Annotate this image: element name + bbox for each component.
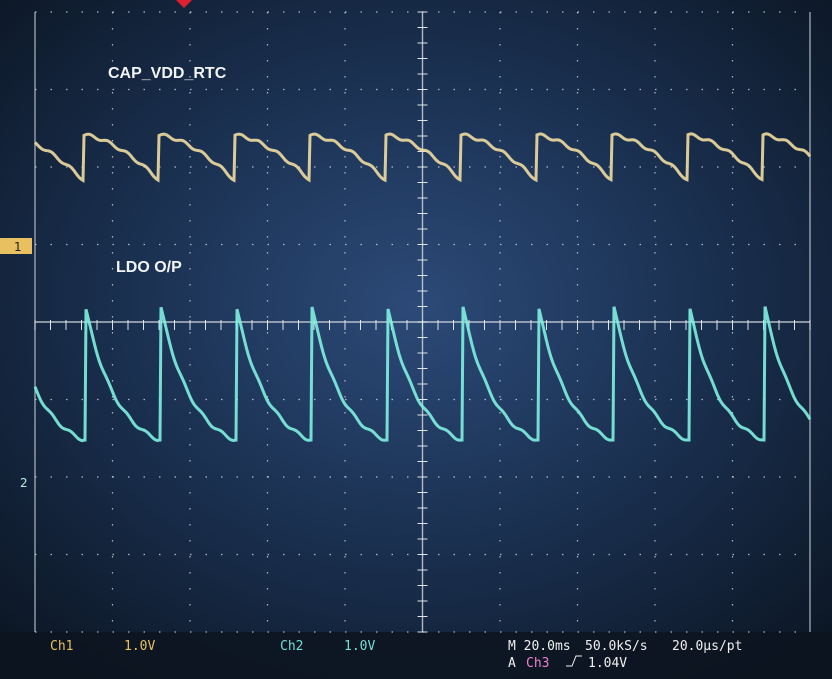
ch1-marker-tab: [0, 238, 32, 254]
trigger-source: Ch3: [526, 656, 549, 671]
trace-label: CAP_VDD_RTC: [108, 65, 227, 82]
sample-rate: 50.0kS/s: [585, 639, 648, 654]
ch2-name: Ch2: [280, 639, 303, 654]
trigger-level: 1.04V: [588, 656, 627, 671]
resolution: 20.0µs/pt: [672, 639, 742, 654]
ch2-scale: 1.0V: [344, 639, 375, 654]
trace-label: LDO O/P: [116, 259, 182, 276]
ch1-trace: [33, 132, 812, 184]
ch2-marker: 2: [20, 476, 28, 490]
ch1-name: Ch1: [50, 639, 73, 654]
ch1-marker: 1: [14, 240, 22, 254]
trigger-position-marker: [176, 0, 192, 8]
timebase: M 20.0ms: [508, 639, 571, 654]
trigger-prefix: A: [508, 656, 516, 671]
status-bar: [0, 632, 832, 679]
trigger-slope-icon: [566, 655, 582, 667]
ch1-scale: 1.0V: [124, 639, 155, 654]
waveforms: [33, 132, 812, 443]
ch2-trace: [33, 306, 812, 443]
